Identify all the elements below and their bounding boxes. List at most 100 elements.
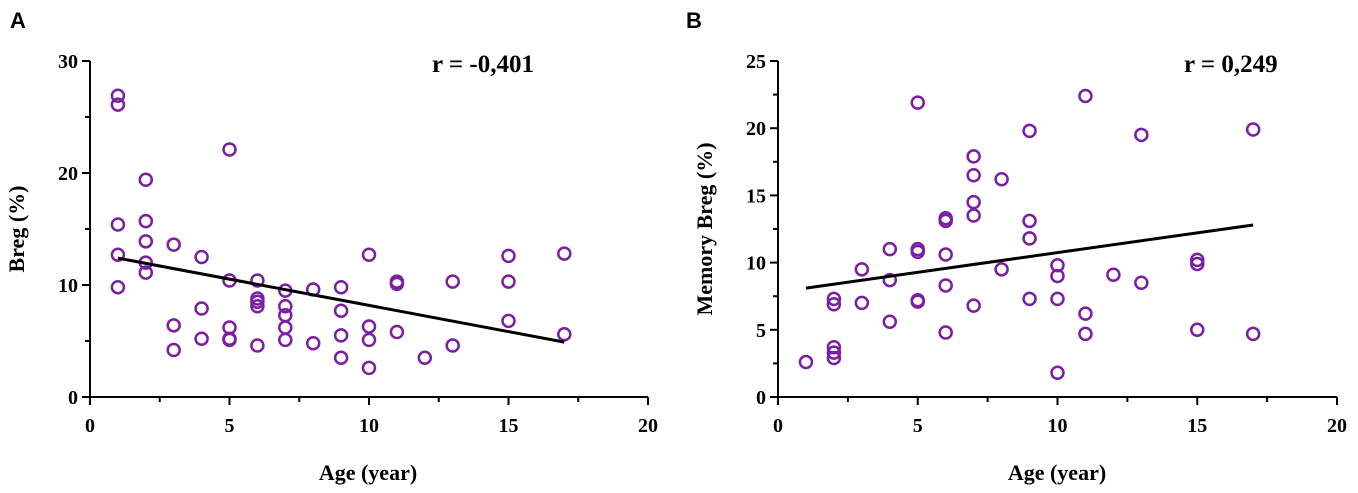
panel-b-data-point <box>882 241 898 257</box>
panel-b-data-point <box>1022 231 1037 246</box>
panel-b-data-point <box>1050 365 1065 381</box>
panel-a-data-point <box>333 279 349 295</box>
panel-a-data-point <box>417 350 433 366</box>
panel-a-data-point <box>557 246 572 261</box>
panel-a-data-point <box>110 97 126 112</box>
panel-a-data-point <box>445 338 460 353</box>
panel-b-data-point <box>1022 213 1037 229</box>
panel-a-data-point <box>250 294 265 310</box>
panel-a-data-point <box>110 88 126 103</box>
panel-b-data-point <box>910 244 925 260</box>
panel-a-data-point <box>166 342 181 358</box>
panel-b-data-point <box>854 295 870 311</box>
panel-a-data-point <box>278 332 293 348</box>
panel-b-x-axis-title: Age (year) <box>1008 460 1106 485</box>
panel-a-chart: A r = -0,401 Age (year) Breg (%) 0 5 10 15 2… <box>4 8 658 485</box>
panel-b-y-tick-label: 15 <box>746 185 766 207</box>
panel-b-data-point <box>1078 326 1093 342</box>
panel-a-x-tick-label: 0 <box>85 415 95 437</box>
panel-b-data-point <box>1134 127 1149 143</box>
panel-a-trend-line <box>117 256 565 344</box>
panel-b-y-tick-label: 10 <box>746 253 766 275</box>
panel-b-y-tick-label: 25 <box>746 51 766 73</box>
panel-a-data-point <box>445 274 460 289</box>
panel-b-x-tick-label: 15 <box>1187 415 1207 437</box>
panel-b-correlation: r = 0,249 <box>1184 51 1278 78</box>
panel-b-data-point <box>994 172 1009 187</box>
panel-a-data-point <box>138 172 154 187</box>
panel-b-axes: 0 5 10 15 20 0 5 10 15 20 25 <box>746 51 1347 437</box>
panel-a-data-point <box>250 338 265 353</box>
panel-a-y-tick-label: 10 <box>58 275 78 297</box>
panel-b-points <box>798 88 1261 381</box>
panel-b-x-tick-label: 20 <box>1327 415 1347 437</box>
panel-a-data-point <box>222 332 237 348</box>
panel-a-data-point <box>194 301 209 316</box>
panel-a-data-point <box>194 331 209 347</box>
panel-a-x-tick-label: 5 <box>225 415 235 437</box>
panel-a-data-point <box>501 274 516 289</box>
panel-a-data-point <box>389 324 405 340</box>
panel-a-data-point <box>250 273 265 288</box>
panel-a-y-axis-title: Breg (%) <box>4 186 29 273</box>
panel-b-data-point <box>966 167 981 183</box>
panel-b-data-point <box>1022 291 1037 307</box>
panel-a-points <box>110 88 572 376</box>
panel-a-data-point <box>166 318 181 333</box>
panel-a-data-point <box>110 247 126 263</box>
panel-a-data-point <box>138 265 154 280</box>
panel-b-data-point <box>994 262 1009 277</box>
panel-a-y-tick-label: 20 <box>58 163 78 185</box>
panel-b-data-point <box>826 350 842 366</box>
panel-a-y-tick-label: 0 <box>68 387 78 409</box>
panel-b-data-point <box>1050 291 1065 307</box>
panel-b-data-point <box>826 345 842 360</box>
panel-b-data-point <box>1078 306 1093 321</box>
panel-b-data-point <box>910 294 925 309</box>
panel-b-data-point <box>798 354 814 370</box>
panel-b-data-point <box>1050 268 1065 284</box>
panel-b-x-tick-label: 10 <box>1048 415 1068 437</box>
panel-b-y-axis-title: Memory Breg (%) <box>692 142 717 315</box>
panel-b-data-point <box>1134 275 1149 291</box>
panel-b-data-point <box>882 314 898 329</box>
panel-b-data-point <box>938 325 953 340</box>
panel-a-data-point <box>194 249 209 265</box>
panel-a-data-point <box>501 313 516 329</box>
panel-b-data-point <box>826 297 842 312</box>
panel-a-data-point <box>389 276 405 292</box>
panel-b-data-point <box>1190 322 1205 338</box>
panel-b-data-point <box>966 149 981 164</box>
panel-b-label: B <box>686 8 702 33</box>
panel-b-data-point <box>966 194 981 210</box>
panel-a-data-point <box>250 299 265 314</box>
panel-a-data-point <box>361 332 377 348</box>
panel-a-data-point <box>138 234 154 249</box>
panel-a-data-point <box>305 335 321 351</box>
panel-b-y-tick-label: 20 <box>746 118 766 140</box>
panel-b-data-point <box>1245 122 1261 137</box>
panel-a-data-point <box>138 213 154 229</box>
panel-b-data-point <box>1190 256 1205 272</box>
panel-b-data-point <box>882 272 898 288</box>
panel-a-data-point <box>333 350 349 366</box>
panel-a-x-tick-label: 20 <box>638 415 658 437</box>
panel-b-data-point <box>966 298 981 313</box>
panel-b-x-tick-label: 0 <box>773 415 783 437</box>
panel-b-data-point <box>826 291 842 307</box>
panel-b-data-point <box>1078 88 1093 104</box>
panel-a-data-point <box>278 299 293 314</box>
panel-b-data-point <box>854 262 870 277</box>
panel-a-data-point <box>110 217 126 232</box>
panel-b-y-tick-label: 5 <box>756 320 766 342</box>
panel-a-data-point <box>278 320 293 335</box>
panel-a-data-point <box>333 328 349 343</box>
panel-a-axes: 0 5 10 15 20 0 10 20 30 <box>58 51 658 437</box>
panel-a-data-point <box>501 248 516 264</box>
panel-a-data-point <box>166 237 181 252</box>
panel-b-x-tick-label: 5 <box>913 415 923 437</box>
panel-b-data-point <box>966 208 981 223</box>
panel-b-chart: B r = 0,249 Age (year) Memory Breg (%) 0… <box>686 8 1347 485</box>
panel-a-data-point <box>361 319 377 334</box>
